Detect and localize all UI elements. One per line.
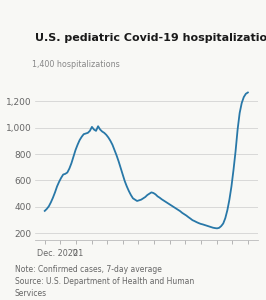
Text: Dec. 2020: Dec. 2020 xyxy=(37,249,78,258)
Text: '21: '21 xyxy=(72,249,84,258)
Text: Note: Confirmed cases, 7-day average
Source: U.S. Department of Health and Human: Note: Confirmed cases, 7-day average Sou… xyxy=(15,265,194,298)
Text: U.S. pediatric Covid-19 hospitalizations: U.S. pediatric Covid-19 hospitalizations xyxy=(35,33,266,43)
Text: 1,400 hospitalizations: 1,400 hospitalizations xyxy=(32,61,120,70)
